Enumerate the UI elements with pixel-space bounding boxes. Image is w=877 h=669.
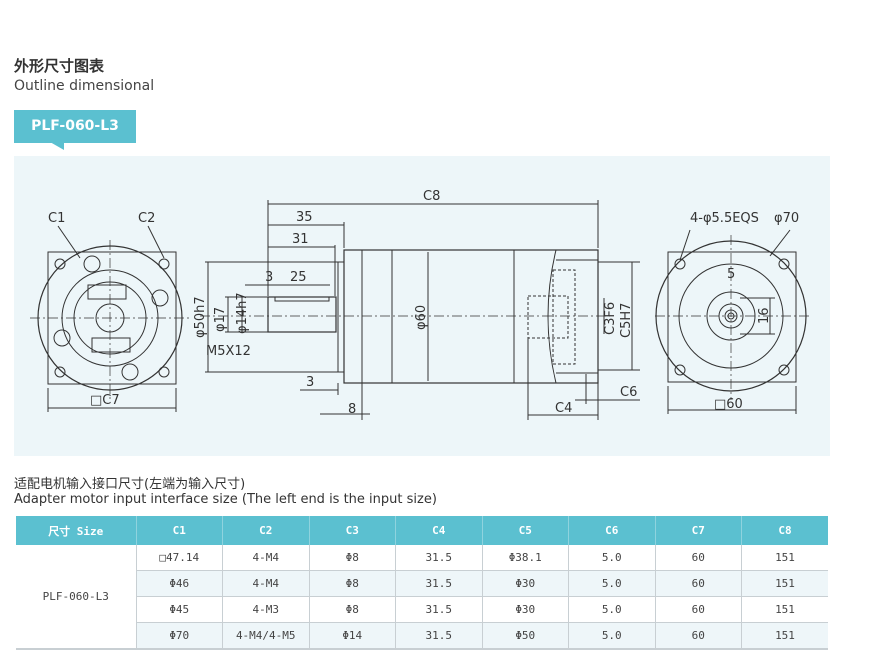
tag-pointer [50,142,64,150]
cell-c8: 151 [741,545,828,571]
cell-c6: 5.0 [568,622,656,650]
cell-c6: 5.0 [568,570,656,597]
side-view: C8 35 31 3 25 M5X12 φ50h7 φ17 φ14h7 φ60 … [193,189,640,420]
table-caption-cn: 适配电机输入接口尺寸(左端为输入尺寸) [14,477,246,492]
header-c3: C3 [309,516,396,545]
cell-c2: 4-M4 [222,570,310,597]
label-c4: C4 [555,401,572,416]
cell-c5: Φ30 [482,570,569,597]
table-row: Φ70 4-M4/4-M5 Φ14 31.5 Φ50 5.0 60 151 [16,622,828,650]
table-row: Φ46 4-M4 Φ8 31.5 Φ30 5.0 60 151 [16,570,828,597]
cell-c5: Φ50 [482,622,569,650]
cell-c5: Φ30 [482,596,569,623]
label-31: 31 [292,232,309,247]
header-c4: C4 [395,516,483,545]
cell-c1: □47.14 [136,545,223,571]
header-size: 尺寸 Size [16,516,137,545]
cell-c3: Φ14 [309,622,396,650]
header-c5: C5 [482,516,569,545]
cell-c2: 4-M4 [222,545,310,571]
cell-c4: 31.5 [395,545,483,571]
cell-c8: 151 [741,622,828,650]
cell-c3: Φ8 [309,596,396,623]
cell-c6: 5.0 [568,596,656,623]
cell-c7: 60 [655,545,742,571]
cell-c2: 4-M3 [222,596,310,623]
label-key-5: 5 [727,267,735,282]
label-c1: C1 [48,211,65,226]
cell-c3: Φ8 [309,545,396,571]
dimension-table: 尺寸 Size C1 C2 C3 C4 C5 C6 C7 C8 PLF-060-… [16,516,828,650]
cell-c6: 5.0 [568,545,656,571]
cell-c8: 151 [741,570,828,597]
cell-c4: 31.5 [395,622,483,650]
label-holes: 4-φ5.5EQS [690,211,759,226]
drawing-panel: C1 C2 □C7 C8 35 31 3 25 [14,156,830,456]
section-title-cn: 外形尺寸图表 [14,57,105,75]
label-m5x12: M5X12 [206,344,251,359]
label-c7: □C7 [90,393,120,408]
cell-c2: 4-M4/4-M5 [222,622,310,650]
cell-c1: Φ45 [136,596,223,623]
cell-c3: Φ8 [309,570,396,597]
label-c5: C5H7 [619,303,634,338]
header-c8: C8 [741,516,828,545]
model-cell: PLF-060-L3 [16,545,137,650]
cell-c8: 151 [741,596,828,623]
label-3-bottom: 3 [306,375,314,390]
label-phi50: φ50h7 [193,296,208,338]
table-row: Φ45 4-M3 Φ8 31.5 Φ30 5.0 60 151 [16,596,828,623]
cell-c4: 31.5 [395,570,483,597]
cell-c1: Φ46 [136,570,223,597]
section-title-en: Outline dimensional [14,78,155,94]
label-phi14: φ14h7 [235,292,250,334]
front-view-input: C1 C2 □C7 [30,211,190,412]
label-25: 25 [290,270,307,285]
table-row: PLF-060-L3 □47.14 4-M4 Φ8 31.5 Φ38.1 5.0 60 151 [16,545,828,650]
cell-c7: 60 [655,622,742,650]
header-c6: C6 [568,516,656,545]
table-caption-en: Adapter motor input interface size (The … [14,492,437,507]
cell-c7: 60 [655,570,742,597]
label-c6: C6 [620,385,637,400]
label-3-top: 3 [265,270,273,285]
cell-c7: 60 [655,596,742,623]
label-35: 35 [296,210,313,225]
table-header-row: 尺寸 Size C1 C2 C3 C4 C5 C6 C7 C8 [16,516,828,545]
cell-c4: 31.5 [395,596,483,623]
cell-c5: Φ38.1 [482,545,569,571]
header-c2: C2 [222,516,310,545]
cell-c1: Φ70 [136,622,223,650]
label-sq60: □60 [714,397,743,412]
front-view-output: 4-φ5.5EQS φ70 5 16 □60 [655,211,810,414]
label-phi60: φ60 [414,305,429,330]
label-c8: C8 [423,189,440,204]
outline-drawing: C1 C2 □C7 C8 35 31 3 25 [30,189,810,420]
label-16: 16 [757,307,772,324]
model-tag: PLF-060-L3 [14,110,136,143]
header-c1: C1 [136,516,223,545]
label-c2: C2 [138,211,155,226]
label-8: 8 [348,402,356,417]
label-phi70: φ70 [774,211,799,226]
header-c7: C7 [655,516,742,545]
label-phi17: φ17 [213,307,228,332]
label-c3: C3F6 [603,302,618,335]
